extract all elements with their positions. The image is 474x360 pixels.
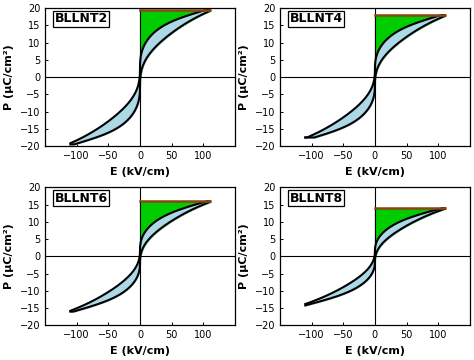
Text: BLLNT8: BLLNT8 bbox=[290, 192, 343, 204]
X-axis label: E (kV/cm): E (kV/cm) bbox=[110, 346, 170, 356]
Text: BLLNT2: BLLNT2 bbox=[55, 12, 108, 25]
X-axis label: E (kV/cm): E (kV/cm) bbox=[345, 167, 405, 176]
Text: BLLNT6: BLLNT6 bbox=[55, 192, 108, 204]
Y-axis label: P (μC/cm²): P (μC/cm²) bbox=[4, 44, 14, 110]
Text: BLLNT4: BLLNT4 bbox=[290, 12, 343, 25]
X-axis label: E (kV/cm): E (kV/cm) bbox=[110, 167, 170, 176]
Y-axis label: P (μC/cm²): P (μC/cm²) bbox=[239, 224, 249, 289]
Y-axis label: P (μC/cm²): P (μC/cm²) bbox=[239, 44, 249, 110]
X-axis label: E (kV/cm): E (kV/cm) bbox=[345, 346, 405, 356]
Y-axis label: P (μC/cm²): P (μC/cm²) bbox=[4, 224, 14, 289]
